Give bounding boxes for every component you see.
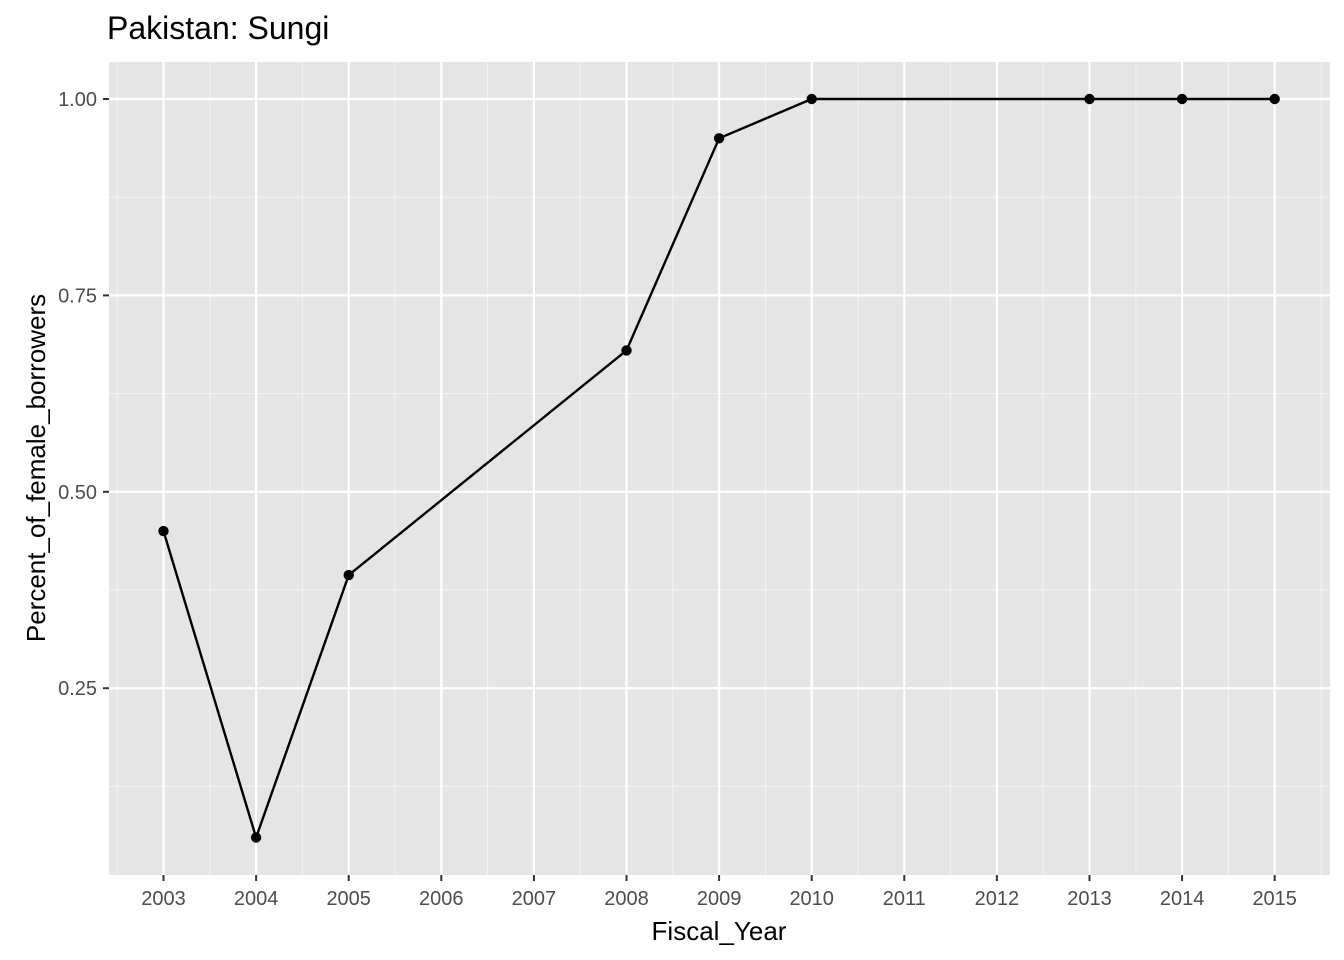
y-tick-label: 0.50 — [58, 482, 97, 504]
x-tick-label: 2015 — [1252, 888, 1297, 910]
y-tick-label: 0.25 — [58, 678, 97, 700]
data-point — [806, 93, 817, 105]
x-tick-label: 2010 — [789, 888, 834, 910]
x-axis-title: Fiscal_Year — [652, 916, 787, 946]
y-axis-title: Percent_of_female_borrowers — [21, 294, 51, 642]
y-tick-label: 0.75 — [58, 285, 97, 307]
y-tick-label: 1.00 — [58, 89, 97, 111]
data-point — [343, 569, 354, 581]
x-tick-label: 2014 — [1160, 888, 1205, 910]
x-tick-label: 2012 — [975, 888, 1020, 910]
series-layer — [158, 93, 1280, 843]
chart-title: Pakistan: Sungi — [107, 10, 329, 46]
data-point — [1176, 93, 1188, 105]
data-point — [713, 133, 725, 144]
x-axis-ticks: 2003 2004 2005 2006 2007 2008 2009 2010 2011 2012… — [141, 875, 1297, 910]
data-point — [621, 345, 632, 356]
x-tick-label: 2004 — [234, 888, 279, 910]
data-point — [1084, 93, 1095, 105]
data-point — [158, 525, 169, 537]
data-point — [1269, 93, 1280, 105]
data-point — [250, 832, 262, 843]
x-tick-label: 2008 — [604, 888, 649, 910]
x-tick-label: 2011 — [883, 888, 926, 910]
x-tick-label: 2005 — [326, 888, 371, 910]
x-tick-label: 2007 — [512, 888, 557, 910]
x-tick-label: 2006 — [419, 888, 464, 910]
x-tick-label: 2009 — [697, 888, 742, 910]
y-axis-ticks: 0.25 0.50 0.75 1.00 — [58, 89, 109, 700]
x-tick-label: 2003 — [141, 888, 186, 910]
x-tick-label: 2013 — [1067, 888, 1112, 910]
